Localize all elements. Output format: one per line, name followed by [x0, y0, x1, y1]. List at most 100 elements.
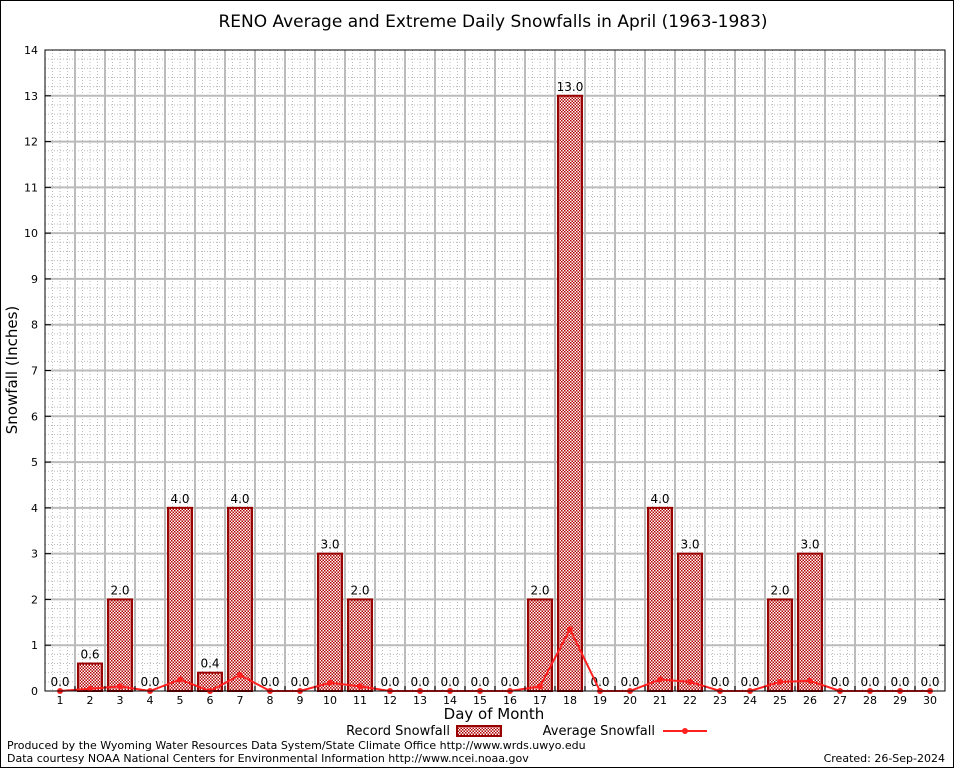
x-tick-label: 7 [237, 694, 244, 707]
bar-day-17 [527, 598, 553, 693]
x-tick-label: 13 [413, 694, 427, 707]
bar-value-label: 2.0 [530, 583, 549, 597]
bars [77, 94, 823, 693]
x-tick-label: 18 [563, 694, 577, 707]
bar-value-label: 2.0 [350, 583, 369, 597]
x-tick-label: 12 [383, 694, 397, 707]
y-tick-label: 0 [31, 685, 38, 698]
bar-value-label: 0.0 [470, 675, 489, 689]
y-tick-label: 5 [31, 456, 38, 469]
y-tick-label: 14 [24, 44, 38, 57]
bar-day-22 [677, 552, 703, 693]
bar-value-label: 0.0 [920, 675, 939, 689]
average-point-day-5 [177, 676, 183, 683]
average-point-day-22 [687, 678, 693, 685]
bar-value-label: 3.0 [680, 538, 699, 552]
x-tick-label: 14 [443, 694, 457, 707]
x-tick-label: 21 [653, 694, 667, 707]
footer-created: Created: 26-Sep-2024 [823, 752, 945, 765]
x-tick-label: 10 [323, 694, 337, 707]
average-point-day-10 [327, 679, 333, 686]
footer-produced-by: Produced by the Wyoming Water Resources … [7, 739, 586, 752]
y-tick-label: 10 [24, 227, 38, 240]
x-tick-label: 28 [863, 694, 877, 707]
x-tick-label: 17 [533, 694, 547, 707]
y-tick-label: 2 [31, 593, 38, 606]
bar-value-label: 3.0 [320, 538, 339, 552]
bar-value-label: 0.0 [830, 675, 849, 689]
average-point-day-18 [567, 626, 573, 633]
y-tick-label: 6 [31, 410, 38, 423]
bar-value-label: 0.0 [290, 675, 309, 689]
x-tick-label: 23 [713, 694, 727, 707]
bar-value-label: 2.0 [770, 583, 789, 597]
bar-value-label: 0.0 [590, 675, 609, 689]
y-tick-label: 1 [31, 639, 38, 652]
average-point-day-7 [237, 671, 243, 678]
y-tick-label: 8 [31, 319, 38, 332]
bar-value-label: 0.0 [440, 675, 459, 689]
bar-day-18 [557, 94, 583, 693]
x-tick-label: 11 [353, 694, 367, 707]
bar-value-label: 4.0 [230, 492, 249, 506]
x-tick-label: 30 [923, 694, 937, 707]
x-tick-label: 19 [593, 694, 607, 707]
y-tick-label: 11 [24, 181, 38, 194]
bar-value-label: 0.6 [80, 648, 99, 662]
x-tick-label: 8 [267, 694, 274, 707]
bar-value-label: 3.0 [800, 538, 819, 552]
x-tick-label: 4 [147, 694, 154, 707]
bar-value-label: 0.0 [500, 675, 519, 689]
x-tick-label: 24 [743, 694, 757, 707]
x-tick-label: 1 [57, 694, 64, 707]
average-point-day-2 [87, 685, 93, 692]
x-tick-label: 27 [833, 694, 847, 707]
bar-day-11 [347, 598, 373, 693]
legend-record-label: Record Snowfall [346, 724, 450, 739]
bar-value-label: 0.0 [890, 675, 909, 689]
bar-value-label: 0.0 [140, 675, 159, 689]
x-tick-label: 15 [473, 694, 487, 707]
chart-title: RENO Average and Extreme Daily Snowfalls… [218, 12, 767, 32]
x-tick-label: 2 [87, 694, 94, 707]
bar-value-label: 0.0 [410, 675, 429, 689]
legend-record-swatch [456, 725, 502, 737]
average-point-day-3 [117, 683, 123, 690]
legend-average-label: Average Snowfall [543, 724, 655, 739]
x-tick-label: 25 [773, 694, 787, 707]
bar-day-3 [107, 598, 133, 693]
y-tick-label: 9 [31, 273, 38, 286]
x-tick-label: 3 [117, 694, 124, 707]
average-point-day-26 [807, 677, 813, 684]
x-tick-label: 22 [683, 694, 697, 707]
footer-data-courtesy: Data courtesy NOAA National Centers for … [7, 752, 529, 765]
bar-value-label: 13.0 [557, 80, 584, 94]
x-tick-label: 20 [623, 694, 637, 707]
y-tick-label: 4 [31, 502, 38, 515]
x-tick-label: 5 [177, 694, 184, 707]
average-point-day-21 [657, 676, 663, 683]
bar-day-25 [767, 598, 793, 693]
bar-day-21 [647, 506, 673, 692]
bar-value-label: 0.0 [50, 675, 69, 689]
bar-value-label: 4.0 [170, 492, 189, 506]
x-tick-label: 29 [893, 694, 907, 707]
bar-value-label: 0.0 [860, 675, 879, 689]
legend: Record Snowfall Average Snowfall [346, 724, 707, 739]
grid [44, 49, 946, 692]
y-tick-label: 3 [31, 548, 38, 561]
bar-day-26 [797, 552, 823, 693]
y-tick-label: 13 [24, 90, 38, 103]
x-axis-label: Day of Month [444, 705, 545, 723]
y-tick-label: 12 [24, 136, 38, 149]
bar-day-5 [167, 506, 193, 692]
average-point-day-17 [537, 683, 543, 690]
y-tick-label: 7 [31, 365, 38, 378]
x-tick-label: 6 [207, 694, 214, 707]
average-point-day-11 [357, 683, 363, 690]
bar-day-7 [227, 506, 253, 692]
bar-day-10 [317, 552, 343, 693]
x-tick-label: 16 [503, 694, 517, 707]
bar-labels: 0.0 0.6 2.0 0.0 4.0 0.4 4.0 0.0 0.0 3.0 2.0 0.0 0.0 0… [50, 80, 939, 689]
